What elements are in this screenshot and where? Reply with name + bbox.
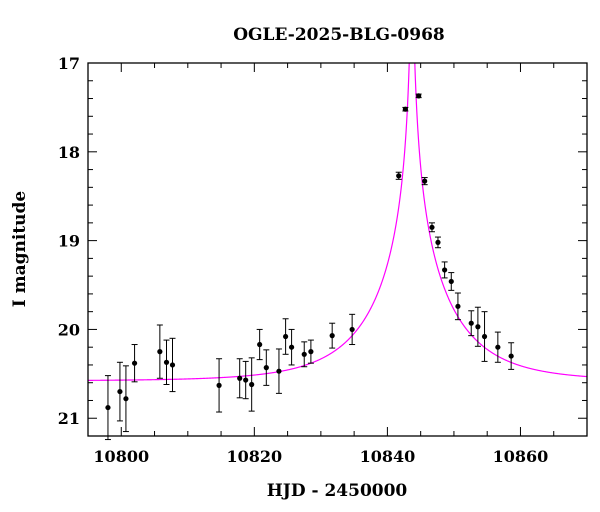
data-marker: [237, 375, 243, 381]
data-point: [263, 349, 270, 386]
data-point: [508, 342, 515, 370]
data-point: [163, 339, 170, 385]
data-point: [169, 337, 176, 393]
data-point: [275, 348, 282, 394]
data-marker: [429, 224, 435, 230]
data-marker: [435, 239, 441, 245]
data-marker: [249, 381, 255, 388]
data-marker: [495, 344, 501, 350]
data-points-layer: [104, 93, 515, 441]
data-marker: [157, 349, 163, 355]
x-tick-label: 10800: [93, 447, 149, 466]
data-marker: [117, 388, 123, 395]
data-marker: [131, 360, 138, 366]
plot-frame: [87, 62, 588, 437]
data-point: [288, 328, 295, 366]
data-point: [402, 106, 409, 112]
data-marker: [308, 349, 314, 355]
data-marker: [396, 173, 402, 179]
y-axis-title: I magnitude: [10, 191, 30, 308]
data-point: [301, 341, 308, 368]
model-curve: [88, 63, 587, 381]
data-point: [494, 331, 501, 363]
data-marker: [123, 396, 129, 402]
data-marker: [508, 353, 514, 359]
data-marker: [422, 178, 428, 184]
data-marker: [468, 320, 474, 326]
data-point: [307, 339, 314, 364]
data-marker: [349, 326, 355, 333]
data-marker: [283, 333, 289, 340]
data-point: [248, 357, 255, 412]
data-point: [441, 261, 448, 279]
data-point: [434, 236, 441, 249]
data-point: [421, 177, 428, 186]
y-tick-label: 21: [58, 409, 80, 428]
data-point: [395, 171, 402, 180]
data-marker: [163, 359, 170, 365]
data-point: [448, 272, 455, 291]
x-tick-label: 10840: [360, 447, 416, 466]
y-tick-label: 20: [58, 320, 80, 339]
data-point: [156, 324, 163, 379]
data-marker: [481, 333, 488, 340]
data-point: [468, 310, 475, 337]
x-axis-title: HJD - 2450000: [267, 481, 408, 501]
y-tick-label: 19: [58, 232, 80, 251]
data-marker: [169, 362, 176, 368]
data-marker: [442, 267, 448, 273]
data-point: [415, 93, 422, 99]
data-point: [349, 313, 356, 346]
data-marker: [329, 333, 335, 339]
data-point: [329, 322, 336, 349]
data-point: [104, 375, 111, 441]
x-tick-label: 10860: [493, 447, 549, 466]
data-point: [481, 311, 488, 362]
data-marker: [263, 365, 269, 371]
y-tick-label: 18: [58, 143, 80, 162]
data-point: [282, 318, 289, 355]
data-marker: [288, 344, 295, 350]
model-curve-layer: [88, 63, 587, 381]
data-point: [454, 292, 461, 321]
data-marker: [301, 351, 307, 357]
data-point: [236, 358, 243, 399]
data-marker: [105, 404, 111, 411]
data-marker: [416, 93, 422, 99]
data-point: [474, 306, 481, 347]
data-marker: [216, 382, 222, 388]
data-point: [428, 222, 435, 233]
data-point: [131, 344, 138, 383]
data-marker: [448, 278, 454, 285]
data-marker: [455, 303, 461, 309]
data-marker: [402, 106, 408, 112]
x-tick-label: 10820: [226, 447, 282, 466]
data-marker: [475, 324, 481, 330]
data-point: [242, 360, 249, 400]
data-point: [116, 361, 123, 422]
data-marker: [276, 368, 282, 374]
data-point: [216, 358, 223, 413]
y-tick-label: 17: [58, 54, 80, 73]
axis-ticks: 10800 10820 10840 10860 17 18 19 20 21: [58, 54, 588, 466]
data-point: [256, 328, 263, 361]
data-marker: [257, 341, 263, 348]
chart-title: OGLE-2025-BLG-0968: [233, 25, 445, 45]
data-point: [122, 365, 129, 433]
data-marker: [243, 377, 249, 383]
